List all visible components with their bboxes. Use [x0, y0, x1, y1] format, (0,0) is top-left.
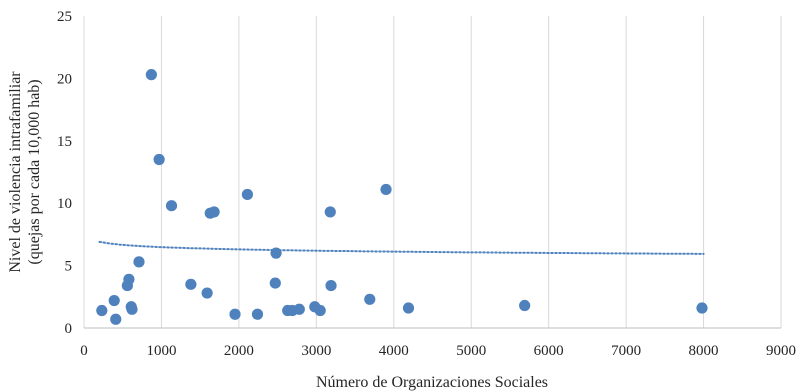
- data-point: [201, 287, 213, 299]
- data-point: [108, 294, 120, 307]
- y-tick-labels: 0 5 10 15 20 25: [57, 9, 72, 337]
- y-axis-title-line1: Nivel de violencia intrafamiliar: [7, 71, 24, 273]
- axes: [83, 16, 781, 329]
- y-tick-label: 15: [57, 134, 72, 150]
- data-point: [270, 247, 282, 259]
- data-point: [402, 302, 415, 314]
- y-tick-label: 0: [65, 321, 73, 337]
- data-point: [325, 279, 337, 292]
- data-point: [185, 278, 197, 290]
- x-tick-label: 2000: [224, 343, 254, 359]
- trendline: [98, 240, 705, 255]
- data-point: [324, 206, 336, 218]
- data-point: [364, 293, 376, 305]
- data-point: [519, 299, 531, 312]
- y-tick-label: 25: [57, 9, 72, 25]
- x-tick-label: 1000: [146, 343, 176, 359]
- data-points: [96, 69, 708, 325]
- data-point: [208, 206, 220, 218]
- data-point: [696, 302, 708, 314]
- data-point: [269, 277, 281, 289]
- data-point: [241, 188, 254, 201]
- data-point: [229, 308, 241, 320]
- data-point: [293, 303, 305, 315]
- data-point: [153, 153, 165, 166]
- x-tick-label: 3000: [301, 343, 331, 359]
- vertical-gridlines: [160, 16, 782, 328]
- data-point: [110, 313, 122, 325]
- x-tick-label: 9000: [766, 343, 796, 359]
- y-tick-label: 10: [57, 196, 72, 212]
- x-tick-label: 7000: [611, 343, 641, 359]
- x-tick-label: 0: [80, 343, 88, 359]
- data-point: [251, 308, 264, 320]
- y-tick-label: 5: [65, 259, 73, 275]
- y-axis-title-line2: (quejas por cada 10,000 hab): [26, 79, 43, 264]
- data-point: [314, 304, 326, 317]
- trendline-group: [98, 240, 705, 255]
- x-axis-title: Número de Organizaciones Sociales: [316, 374, 548, 391]
- y-tick-label: 20: [57, 71, 72, 87]
- data-point: [165, 200, 178, 212]
- data-point: [126, 303, 138, 315]
- x-tick-label: 8000: [689, 343, 719, 359]
- data-point: [123, 273, 135, 285]
- x-tick-label: 4000: [379, 343, 409, 359]
- data-point: [96, 304, 108, 317]
- data-point: [380, 183, 392, 196]
- x-tick-label: 6000: [534, 343, 564, 359]
- data-point: [133, 256, 145, 268]
- x-tick-label: 5000: [456, 343, 486, 359]
- x-tick-labels: 0 1000 2000 3000 4000 5000 6000 7000 8000 9000: [80, 343, 796, 359]
- data-point: [145, 69, 157, 81]
